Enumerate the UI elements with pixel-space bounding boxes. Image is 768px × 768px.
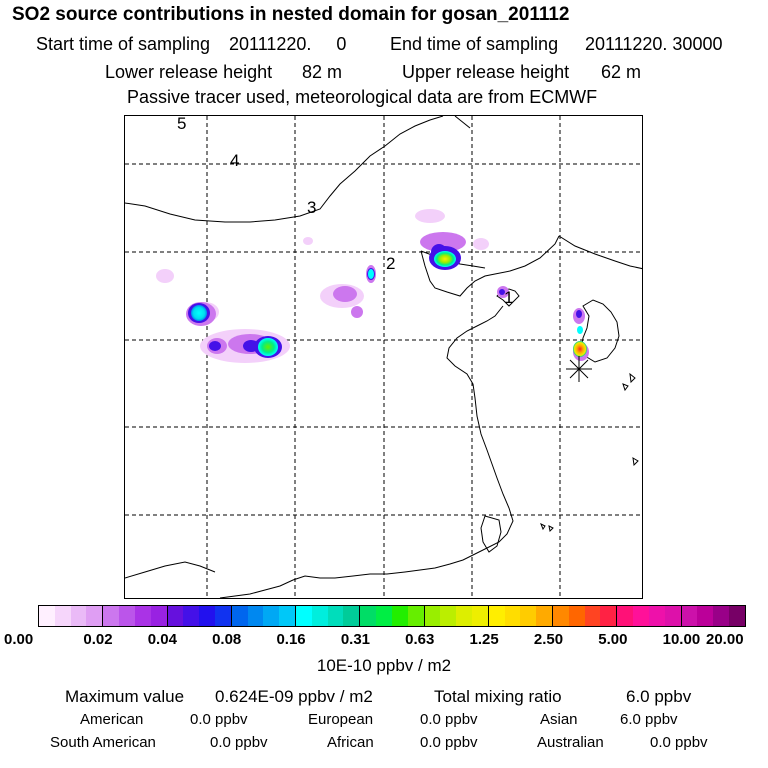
color-scale-segment <box>391 606 408 626</box>
color-scale-segment <box>440 606 457 626</box>
color-scale-tick-label: 0.31 <box>340 631 371 648</box>
color-scale-segment <box>360 606 377 626</box>
color-scale-segment <box>488 606 505 626</box>
color-scale-segment <box>263 606 280 626</box>
color-scale-tick-label: 0.00 <box>4 631 34 648</box>
color-scale-tick-label: 0.63 <box>405 631 435 648</box>
color-scale-tick-label: 20.00 <box>706 631 744 648</box>
color-scale-tick-label: 0.08 <box>212 631 242 648</box>
max-value-label: Maximum value <box>65 687 185 706</box>
lower-release-label: Lower release height <box>105 62 273 82</box>
map-canvas <box>125 116 642 598</box>
american-label: American <box>80 711 144 728</box>
total-mixing-label: Total mixing ratio <box>434 687 562 706</box>
color-scale-segment <box>504 606 521 626</box>
color-scale-segment <box>407 606 425 626</box>
region-label-3: 3 <box>307 198 317 217</box>
color-scale-segment <box>584 606 601 626</box>
color-scale-tick-label: 5.00 <box>598 631 628 648</box>
end-time-label: End time of sampling <box>390 34 559 54</box>
color-scale-segment <box>86 606 104 626</box>
lower-release-value: 82 m <box>302 62 343 82</box>
color-scale-segment <box>150 606 168 626</box>
color-scale-segment <box>520 606 537 626</box>
color-scale-tick-label: 0.02 <box>83 631 113 648</box>
max-value: 0.624E-09 ppbv / m2 <box>215 687 373 706</box>
australian-label: Australian <box>537 734 604 751</box>
map-panel: 5 4 3 2 1 <box>124 115 643 599</box>
color-scale-segment <box>296 606 312 626</box>
color-scale-segment <box>681 606 698 626</box>
color-scale-segment <box>600 606 618 626</box>
region-label-4: 4 <box>230 151 240 170</box>
color-scale-segment <box>70 606 87 626</box>
total-mixing-value: 6.0 ppbv <box>626 687 692 706</box>
south-american-value: 0.0 ppbv <box>210 734 268 751</box>
region-label-2: 2 <box>386 254 396 273</box>
african-value: 0.0 ppbv <box>420 734 478 751</box>
color-scale-segment <box>39 606 55 626</box>
color-scale-segment <box>279 606 296 626</box>
asian-value: 6.0 ppbv <box>620 711 678 728</box>
end-time-value: 20111220. 30000 <box>585 34 723 54</box>
color-scale-segment <box>648 606 665 626</box>
color-scale-segment <box>214 606 232 626</box>
color-scale-unit: 10E-10 ppbv / m2 <box>316 656 452 675</box>
color-scale-bar <box>38 605 746 627</box>
color-scale-segment <box>713 606 729 626</box>
plume-strong <box>188 244 582 358</box>
color-scale-segment <box>343 606 361 626</box>
color-scale-segment <box>134 606 151 626</box>
color-scale-segment <box>633 606 649 626</box>
plume-hotspots <box>191 251 587 357</box>
color-scale-tick-label: 2.50 <box>533 631 564 648</box>
region-label-5: 5 <box>177 115 187 133</box>
color-scale-segment <box>697 606 714 626</box>
start-time-label: Start time of sampling <box>36 34 211 54</box>
color-scale-segment <box>664 606 682 626</box>
tracer-note: Passive tracer used, meteorological data… <box>127 87 598 107</box>
color-scale-segment <box>376 606 392 626</box>
south-american-label: South American <box>50 734 156 751</box>
color-scale-segment <box>728 606 745 626</box>
color-scale-segment <box>311 606 328 626</box>
american-value: 0.0 ppbv <box>190 711 248 728</box>
upper-release-label: Upper release height <box>402 62 570 82</box>
color-scale-segment <box>54 606 71 626</box>
color-scale-segment <box>199 606 215 626</box>
start-time-value: 20111220. 0 <box>229 34 347 54</box>
color-scale-segment <box>231 606 248 626</box>
color-scale-segment <box>183 606 200 626</box>
color-scale-tick-label: 10.00 <box>662 631 701 648</box>
region-label-1: 1 <box>504 288 514 307</box>
color-scale-tick-label: 1.25 <box>469 631 499 648</box>
color-scale-segment <box>247 606 264 626</box>
color-scale-segment <box>536 606 553 626</box>
upper-release-value: 62 m <box>601 62 642 82</box>
color-scale-tick-label: 0.16 <box>276 631 306 648</box>
color-scale-segment <box>553 606 569 626</box>
grid-lines <box>125 116 642 598</box>
australian-value: 0.0 ppbv <box>650 734 708 751</box>
color-scale-segment <box>471 606 489 626</box>
african-label: African <box>327 734 374 751</box>
color-scale-segment <box>568 606 585 626</box>
european-label: European <box>308 711 374 728</box>
color-scale-tick-label: 0.04 <box>147 631 177 648</box>
page-title: SO2 source contributions in nested domai… <box>12 4 570 25</box>
coastlines <box>125 116 642 598</box>
color-scale-segment <box>456 606 472 626</box>
european-value: 0.0 ppbv <box>420 711 478 728</box>
color-scale-segment <box>103 606 120 626</box>
color-scale-segment <box>167 606 184 626</box>
color-scale-segment <box>327 606 344 626</box>
asian-label: Asian <box>540 711 578 728</box>
color-scale-segment <box>617 606 634 626</box>
color-scale-segment <box>424 606 441 626</box>
receptor-asterisk-icon <box>566 356 592 382</box>
color-scale-segment <box>119 606 135 626</box>
